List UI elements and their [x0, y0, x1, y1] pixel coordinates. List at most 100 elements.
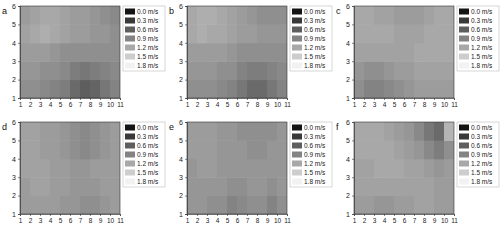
heat-cell	[40, 43, 51, 62]
x-tick-label: 7	[79, 101, 83, 108]
y-tick-mark	[352, 80, 354, 81]
heat-cell	[354, 140, 365, 159]
legend-label: 0.9 m/s	[471, 35, 493, 42]
heat-cell	[394, 140, 405, 159]
heat-cell	[364, 80, 375, 98]
x-tick: 10	[107, 98, 115, 108]
legend-label: 1.5 m/s	[304, 53, 326, 60]
x-tick-label: 10	[441, 101, 449, 108]
y-tick: 4	[346, 156, 354, 163]
heat-cell	[217, 80, 228, 98]
heat-cell	[364, 24, 375, 43]
heat-cell	[70, 43, 81, 62]
x-tick: 4	[383, 98, 387, 108]
heat-cell	[90, 80, 101, 98]
heat-cell	[414, 61, 425, 80]
heat-cell	[257, 61, 268, 80]
heat-cell	[414, 159, 425, 178]
cells	[354, 6, 454, 98]
heat-cell	[20, 122, 31, 141]
x-tick: 8	[423, 214, 427, 224]
x-tick: 2	[363, 98, 367, 108]
y-tick: 2	[12, 76, 20, 83]
heat-cell	[444, 159, 454, 178]
heat-cell	[217, 196, 228, 214]
heat-cell	[424, 196, 435, 214]
y-axis-line	[185, 7, 188, 99]
heat-cell	[20, 177, 31, 196]
x-tick-label: 6	[236, 217, 240, 224]
x-tick-label: 2	[363, 217, 367, 224]
y-tick: 1	[179, 211, 187, 218]
legend-swatch	[125, 36, 135, 42]
heat-cell	[90, 159, 101, 178]
heat-cell	[257, 159, 268, 178]
x-tick: 5	[226, 98, 230, 108]
legend-label: 0.0 m/s	[137, 8, 159, 15]
heat-cell	[414, 196, 425, 214]
heat-cell	[374, 6, 385, 25]
heat-cell	[100, 43, 111, 62]
heat-cell	[434, 43, 445, 62]
legend-swatch	[125, 134, 135, 140]
heat-cell	[414, 140, 425, 159]
x-tick-label: 8	[423, 101, 427, 108]
y-tick: 1	[346, 211, 354, 218]
x-axis: 1234567891011	[186, 98, 292, 108]
x-tick: 11	[284, 214, 291, 224]
heat-cell	[60, 159, 71, 178]
heat-cell	[414, 6, 425, 25]
x-tick: 9	[266, 214, 270, 224]
x-tick-label: 6	[403, 217, 407, 224]
heat-cell	[30, 177, 41, 196]
heat-cell	[374, 159, 385, 178]
heat-cell	[40, 61, 51, 80]
heat-cell	[20, 159, 31, 178]
heat-cell	[277, 196, 287, 214]
y-tick-label: 3	[179, 58, 183, 65]
y-tick: 2	[179, 76, 187, 83]
heat-cell	[384, 61, 395, 80]
heat-cell	[227, 80, 238, 98]
legend-swatch	[125, 179, 135, 185]
heat-cell	[424, 43, 435, 62]
y-tick-mark	[185, 159, 187, 160]
heat-cell	[247, 159, 258, 178]
panel-label: e	[169, 122, 174, 132]
y-tick-label: 3	[12, 58, 16, 65]
legend-swatch	[125, 152, 135, 158]
legend-swatch	[125, 161, 135, 167]
legend-label: 1.2 m/s	[471, 160, 493, 167]
y-tick-mark	[185, 61, 187, 62]
y-tick: 5	[346, 137, 354, 144]
y-tick-label: 6	[12, 3, 16, 10]
plot-frame	[187, 122, 287, 214]
legend-swatch	[292, 143, 302, 149]
heat-cell	[70, 159, 81, 178]
y-tick-label: 6	[179, 119, 183, 126]
y-tick-mark	[18, 98, 20, 99]
x-tick: 7	[79, 214, 83, 224]
legend-swatch	[125, 125, 135, 131]
x-tick: 6	[236, 98, 240, 108]
heat-cell	[364, 140, 375, 159]
y-tick: 2	[346, 192, 354, 199]
x-tick: 1	[186, 214, 190, 224]
y-tick-label: 1	[12, 211, 16, 218]
legend: 0.0 m/s0.3 m/s0.6 m/s0.9 m/s1.2 m/s1.5 m…	[457, 122, 499, 187]
heat-cell	[394, 122, 405, 141]
cells	[187, 122, 287, 214]
y-tick: 1	[12, 95, 20, 102]
heat-cell	[207, 159, 218, 178]
heat-cell	[384, 196, 395, 214]
x-tick-label: 6	[403, 101, 407, 108]
heat-cell	[187, 140, 198, 159]
heat-cell	[80, 177, 91, 196]
y-tick-mark	[185, 43, 187, 44]
y-tick: 6	[346, 3, 354, 10]
legend-label: 0.0 m/s	[304, 8, 326, 15]
heat-cell	[70, 122, 81, 141]
heat-cell	[444, 24, 454, 43]
y-tick-mark	[352, 24, 354, 25]
legend-swatch	[292, 36, 302, 42]
